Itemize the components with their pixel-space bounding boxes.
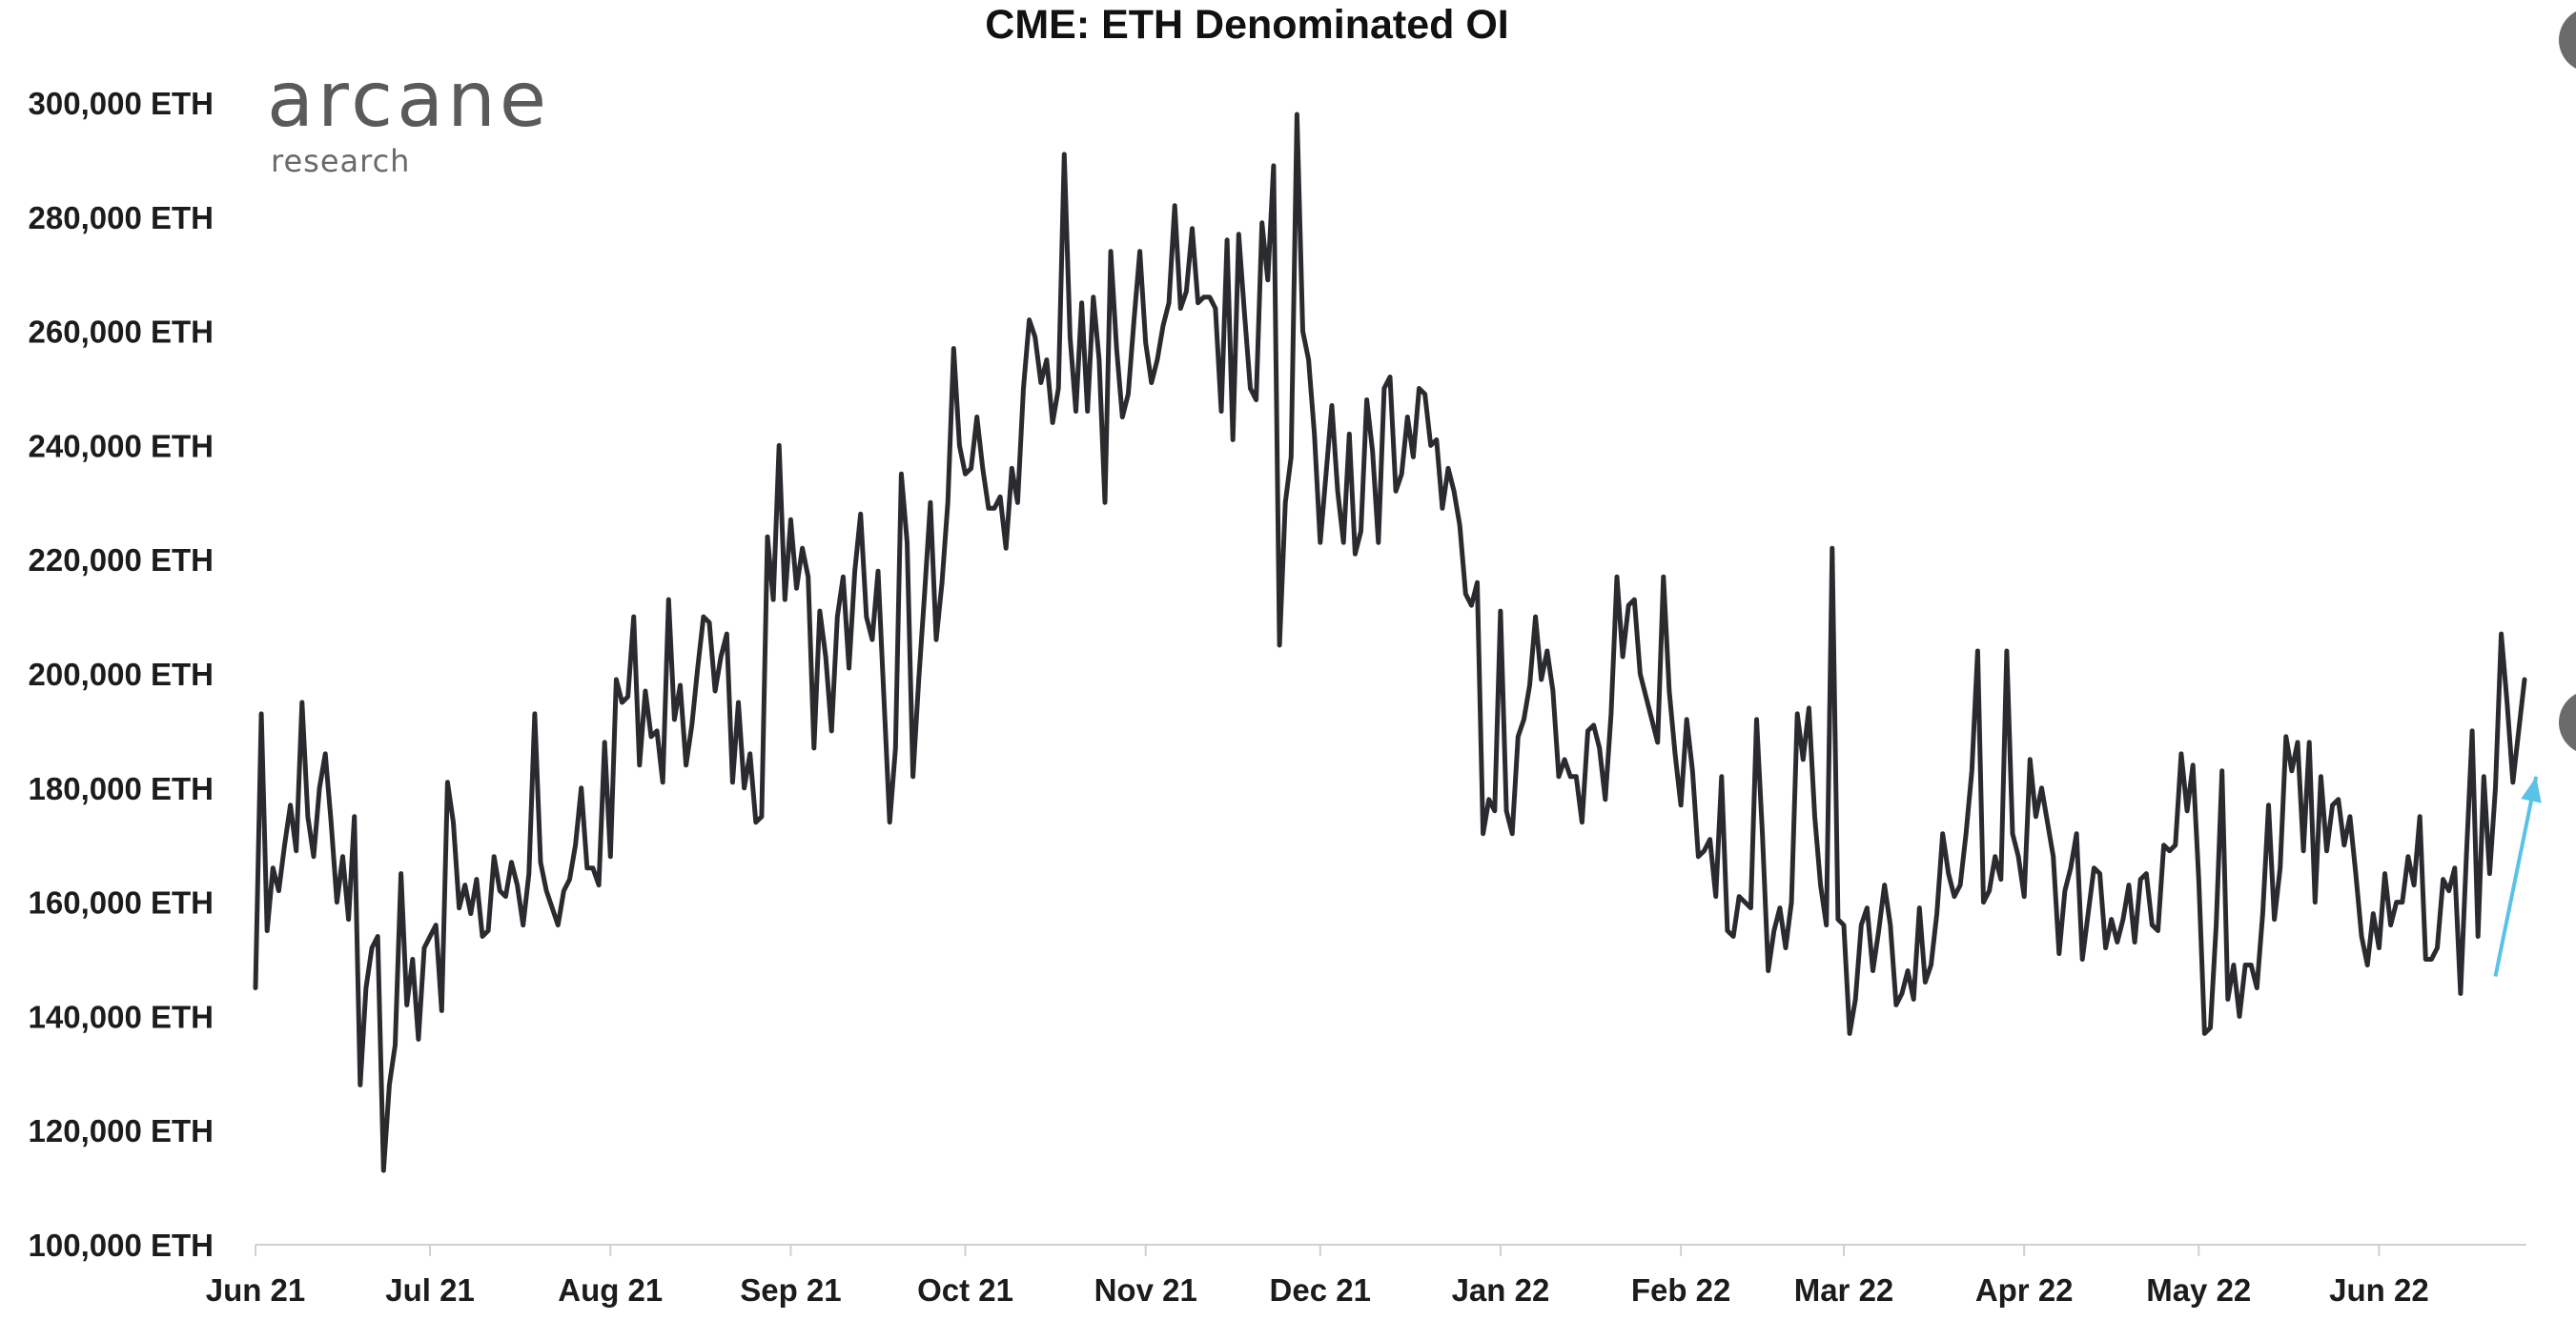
logo-subtitle: research bbox=[271, 143, 410, 179]
annotation bbox=[2493, 776, 2542, 977]
x-tick-label: Oct 21 bbox=[917, 1272, 1013, 1308]
y-tick-label: 220,000 ETH bbox=[29, 542, 214, 578]
x-tick-label: Aug 21 bbox=[558, 1272, 663, 1308]
x-tick-label: Jan 22 bbox=[1452, 1272, 1550, 1308]
edge-marker-top bbox=[2559, 11, 2576, 69]
y-axis: 100,000 ETH 120,000 ETH 140,000 ETH 160,000… bbox=[29, 86, 214, 1263]
y-tick-label: 200,000 ETH bbox=[29, 657, 214, 692]
y-tick-label: 120,000 ETH bbox=[29, 1113, 214, 1148]
x-tick-label: Feb 22 bbox=[1631, 1272, 1731, 1308]
x-tick-label: Sep 21 bbox=[740, 1272, 841, 1308]
x-tick-label: Jun 22 bbox=[2329, 1272, 2429, 1308]
logo: arcane research bbox=[267, 55, 550, 179]
y-tick-label: 140,000 ETH bbox=[29, 999, 214, 1034]
x-tick-label: Mar 22 bbox=[1794, 1272, 1894, 1308]
arrow-head bbox=[2521, 776, 2542, 803]
x-tick-label: Jun 21 bbox=[206, 1272, 306, 1308]
y-tick-label: 260,000 ETH bbox=[29, 315, 214, 350]
edge-marker-mid bbox=[2559, 694, 2576, 751]
x-tick-label: Nov 21 bbox=[1094, 1272, 1197, 1308]
x-tick-label: Jul 21 bbox=[385, 1272, 475, 1308]
plot-area bbox=[253, 112, 2527, 1173]
chart-title: CME: ETH Denominated OI bbox=[985, 2, 1508, 48]
series-line bbox=[253, 112, 2527, 1173]
y-tick-label: 180,000 ETH bbox=[29, 771, 214, 806]
arrow-shaft bbox=[2493, 776, 2539, 977]
x-tick-label: Apr 22 bbox=[1975, 1272, 2074, 1308]
y-tick-label: 160,000 ETH bbox=[29, 885, 214, 921]
logo-wordmark: arcane bbox=[267, 55, 550, 144]
y-tick-label: 240,000 ETH bbox=[29, 428, 214, 463]
y-tick-label: 280,000 ETH bbox=[29, 200, 214, 235]
x-tick-label: Dec 21 bbox=[1270, 1272, 1371, 1308]
x-tick-label: May 22 bbox=[2146, 1272, 2251, 1308]
y-tick-label: 300,000 ETH bbox=[29, 86, 214, 121]
x-axis: Jun 21 Jul 21 Aug 21 Sep 21 Oct 21 Nov 21 Dec … bbox=[206, 1244, 2526, 1308]
y-tick-label: 100,000 ETH bbox=[29, 1228, 214, 1263]
